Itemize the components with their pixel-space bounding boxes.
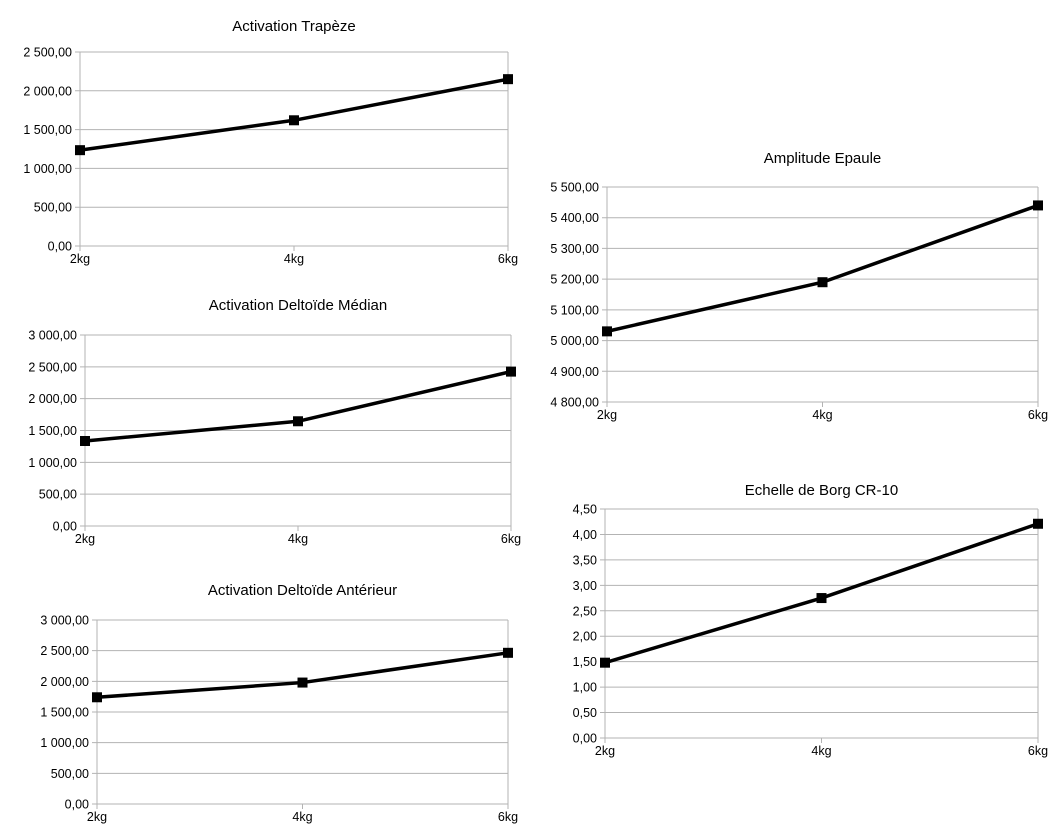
y-tick-label: 5 100,00 <box>550 303 599 317</box>
y-tick-label: 1,50 <box>573 655 597 669</box>
data-point-marker <box>602 326 612 337</box>
y-tick-label: 3,00 <box>573 579 597 593</box>
y-tick-label: 0,00 <box>573 732 597 746</box>
y-tick-label: 2 500,00 <box>28 360 77 374</box>
data-point-marker <box>1033 518 1043 529</box>
x-tick-label: 2kg <box>70 252 90 266</box>
y-tick-label: 500,00 <box>51 767 89 781</box>
y-tick-label: 2,00 <box>573 630 597 644</box>
y-tick-label: 3,50 <box>573 553 597 567</box>
x-tick-label: 4kg <box>292 810 312 824</box>
data-point-marker <box>600 657 610 668</box>
y-tick-label: 2 000,00 <box>23 84 72 98</box>
y-tick-label: 1 500,00 <box>23 123 72 137</box>
x-tick-label: 4kg <box>811 744 831 758</box>
x-tick-label: 4kg <box>288 532 308 546</box>
y-tick-label: 5 400,00 <box>550 211 599 225</box>
chart-title: Activation Trapèze <box>232 18 355 35</box>
data-point-marker <box>80 436 90 447</box>
chart-panel-amplitude-epaule: Amplitude Epaule 4 800,00 4 900,00 5 000,0… <box>550 150 1048 422</box>
data-point-marker <box>289 115 299 126</box>
series-line <box>96 651 509 700</box>
y-tick-label: 4,00 <box>573 528 597 542</box>
series-line <box>606 203 1039 334</box>
series-line <box>79 77 509 152</box>
x-tick-label: 6kg <box>1028 744 1048 758</box>
y-tick-label: 500,00 <box>34 201 72 215</box>
data-point-marker <box>816 593 827 604</box>
chart-panel-deltoide-median: Activation Deltoïde Médian 0,00 500,00 1 0… <box>28 297 521 546</box>
chart-title: Activation Deltoïde Antérieur <box>208 582 397 599</box>
data-point-marker <box>503 647 513 658</box>
y-tick-label: 1 000,00 <box>40 736 89 750</box>
chart-panel-borg-cr10: Echelle de Borg CR-10 0,00 0,50 1,00 1,50 2,… <box>573 482 1048 758</box>
y-tick-label: 0,00 <box>53 520 77 534</box>
y-tick-label: 1,00 <box>573 681 597 695</box>
x-tick-label: 2kg <box>595 744 615 758</box>
x-tick-label: 6kg <box>498 810 518 824</box>
x-tick-label: 2kg <box>597 408 617 422</box>
data-point-marker <box>506 366 516 377</box>
data-point-marker <box>293 416 303 427</box>
x-tick-label: 6kg <box>501 532 521 546</box>
chart-panel-deltoide-anterieur: Activation Deltoïde Antérieur 0,00 500,00… <box>40 582 518 824</box>
y-tick-label: 5 000,00 <box>550 334 599 348</box>
y-tick-label: 1 500,00 <box>28 424 77 438</box>
y-tick-label: 4 900,00 <box>550 365 599 379</box>
data-point-marker <box>817 277 828 288</box>
y-tick-label: 500,00 <box>39 488 77 502</box>
y-tick-label: 2 000,00 <box>40 675 89 689</box>
chart-panel-trapeze: Activation Trapèze 0,00 500,00 1 000,00 1 5… <box>23 18 518 266</box>
x-tick-label: 4kg <box>812 408 832 422</box>
y-tick-label: 2 000,00 <box>28 392 77 406</box>
data-point-marker <box>503 74 513 85</box>
y-tick-label: 1 000,00 <box>23 162 72 176</box>
chart-title: Activation Deltoïde Médian <box>209 297 387 314</box>
data-point-marker <box>75 145 85 156</box>
y-tick-label: 4,50 <box>573 503 597 517</box>
chart-title: Echelle de Borg CR-10 <box>745 482 898 499</box>
y-tick-label: 4 800,00 <box>550 396 599 410</box>
y-tick-label: 2 500,00 <box>23 46 72 60</box>
data-point-marker <box>92 692 102 703</box>
data-point-marker <box>297 677 308 688</box>
x-tick-label: 4kg <box>284 252 304 266</box>
y-tick-label: 5 300,00 <box>550 242 599 256</box>
y-tick-label: 3 000,00 <box>40 614 89 628</box>
x-tick-label: 6kg <box>498 252 518 266</box>
y-tick-label: 1 000,00 <box>28 456 77 470</box>
x-tick-label: 6kg <box>1028 408 1048 422</box>
y-tick-label: 0,00 <box>48 240 72 254</box>
x-tick-label: 2kg <box>87 810 107 824</box>
data-point-marker <box>1033 200 1043 211</box>
y-tick-label: 5 200,00 <box>550 273 599 287</box>
y-tick-label: 3 000,00 <box>28 329 77 343</box>
y-tick-label: 0,50 <box>573 706 597 720</box>
y-tick-label: 1 500,00 <box>40 706 89 720</box>
chart-title: Amplitude Epaule <box>764 150 882 167</box>
x-tick-label: 2kg <box>75 532 95 546</box>
y-tick-label: 0,00 <box>65 798 89 812</box>
y-tick-label: 2,50 <box>573 604 597 618</box>
y-tick-label: 2 500,00 <box>40 644 89 658</box>
y-tick-label: 5 500,00 <box>550 181 599 195</box>
